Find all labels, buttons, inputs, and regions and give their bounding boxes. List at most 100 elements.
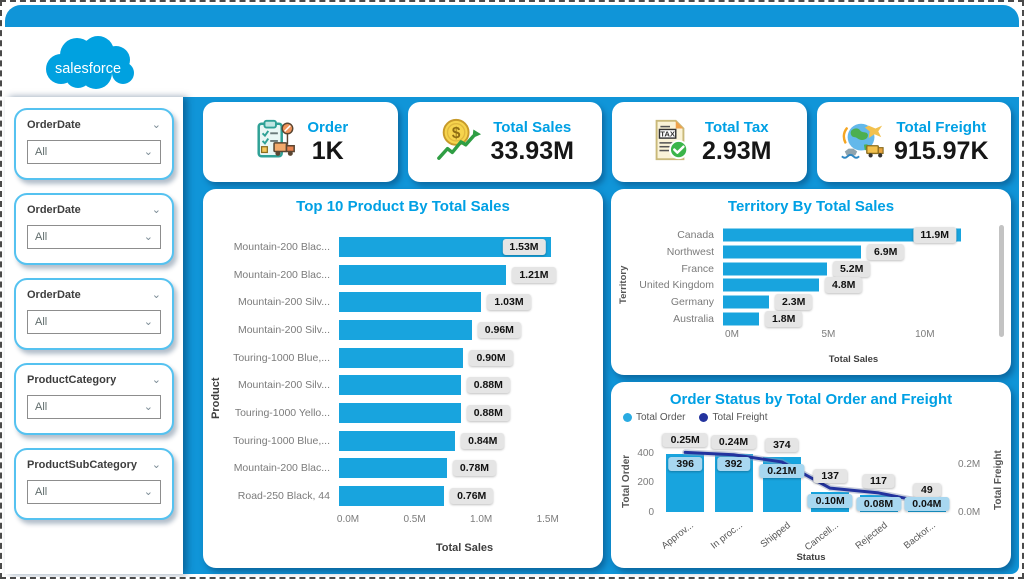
filter-card-orderdate-1: OrderDate ⌄ All ⌄ — [14, 193, 174, 265]
data-label: 0.24M — [710, 435, 757, 450]
chevron-down-icon[interactable]: ⌄ — [151, 374, 161, 386]
value-label: 0.88M — [466, 405, 510, 422]
filter-value: All — [35, 486, 48, 498]
order-clipboard-truck-icon — [252, 117, 298, 168]
chart-legend: Total Order Total Freight — [623, 412, 768, 423]
category-label: Mountain-200 Silv... — [237, 323, 330, 336]
chevron-down-icon[interactable]: ⌄ — [151, 459, 161, 471]
kpi-title: Total Tax — [704, 118, 769, 136]
kpi-value: 33.93M — [490, 136, 574, 165]
bar[interactable] — [339, 375, 461, 396]
value-label: 0.90M — [469, 349, 513, 366]
top-accent-bar — [5, 5, 1019, 27]
data-label: 0.25M — [662, 433, 708, 448]
left-axis-tick: 400 — [637, 447, 654, 459]
bar-row: Australia 1.8M — [623, 310, 975, 327]
bar-row: Touring-1000 Blue,... 0.90M — [217, 344, 581, 372]
category-label: Mountain-200 Blac... — [233, 268, 330, 281]
chevron-down-icon[interactable]: ⌄ — [151, 119, 161, 131]
bar[interactable] — [723, 312, 759, 326]
value-label: 1.8M — [765, 310, 803, 327]
category-label: Touring-1000 Yello... — [234, 407, 330, 420]
right-axis-tick: 0.0M — [958, 507, 981, 518]
category-label: Northwest — [666, 246, 714, 258]
kpi-card-total-sales: $ Total Sales 33.93M — [407, 102, 602, 182]
bar-row: Touring-1000 Blue,... 0.84M — [217, 427, 581, 455]
bar-row: Germany 2.3M — [623, 294, 975, 311]
bar[interactable] — [339, 403, 461, 424]
filter-card-productcategory-3: ProductCategory ⌄ All ⌄ — [14, 363, 174, 435]
bar[interactable] — [339, 458, 447, 479]
filter-value: All — [35, 146, 48, 158]
category-label: Road-250 Black, 44 — [237, 490, 330, 503]
kpi-card-total-tax: TAX Total Tax 2.93M — [612, 102, 807, 182]
kpi-value: 2.93M — [702, 136, 772, 165]
y-axis-title: Territory — [618, 265, 629, 304]
filter-dropdown[interactable]: All ⌄ — [27, 140, 161, 164]
combo-plot: 0.25M 396 Approv... 0.24M 392 In proc... 374 0.… — [637, 433, 980, 553]
filter-dropdown[interactable]: All ⌄ — [27, 310, 161, 334]
chevron-down-icon: ⌄ — [143, 486, 153, 498]
filter-dropdown[interactable]: All ⌄ — [27, 395, 161, 419]
chevron-down-icon: ⌄ — [143, 146, 153, 158]
legend-label: Total Order — [636, 412, 686, 423]
kpi-title: Total Sales — [493, 118, 572, 136]
data-label: 0.04M — [904, 497, 950, 511]
data-label: 374 — [765, 437, 799, 452]
value-label: 2.3M — [775, 294, 813, 311]
value-label: 0.78M — [452, 460, 497, 477]
bar-row: Mountain-200 Blac... 1.21M — [217, 261, 581, 289]
bar-row: Touring-1000 Yello... 0.88M — [217, 399, 581, 427]
bar[interactable] — [723, 262, 827, 276]
left-axis-title: Total Order — [621, 454, 632, 508]
bar[interactable] — [339, 236, 551, 257]
bar[interactable] — [339, 347, 464, 368]
main-area: Order 1K $ Total Sales 33.93M TAX Total … — [183, 97, 1019, 574]
value-label: 5.2M — [833, 260, 871, 277]
filter-dropdown[interactable]: All ⌄ — [27, 480, 161, 504]
category-label: Germany — [670, 296, 714, 309]
salesforce-logo: salesforce — [46, 36, 134, 89]
value-label: 1.21M — [512, 266, 556, 283]
filter-dropdown[interactable]: All ⌄ — [27, 225, 161, 249]
filter-value: All — [35, 401, 48, 413]
bar[interactable] — [723, 245, 861, 259]
x-axis-title: Total Sales — [828, 354, 879, 365]
filter-label: ProductCategory — [27, 374, 117, 386]
x-tick-label: 0.0M — [336, 514, 360, 525]
legend-dot-icon — [623, 413, 632, 422]
filter-label: ProductSubCategory — [27, 459, 138, 471]
chevron-down-icon: ⌄ — [143, 401, 153, 413]
globe-shipping-icon — [839, 117, 885, 168]
value-label: 0.96M — [477, 321, 521, 338]
kpi-row: Order 1K $ Total Sales 33.93M TAX Total … — [203, 102, 1011, 182]
category-label: Touring-1000 Blue,... — [233, 434, 330, 447]
bar[interactable] — [339, 264, 507, 285]
category-label: Mountain-200 Silv... — [237, 379, 330, 392]
x-tick-label: 1.5M — [536, 514, 559, 525]
legend-item-total-order[interactable]: Total Order — [623, 412, 685, 423]
value-label: 1.53M — [502, 238, 546, 255]
bar-row: Mountain-200 Blac... 1.53M — [217, 233, 581, 261]
x-tick-label: 0M — [725, 329, 739, 340]
chart-scrollbar[interactable] — [999, 225, 1004, 337]
value-label: 6.9M — [867, 244, 905, 260]
bar[interactable] — [723, 228, 961, 242]
bar[interactable] — [339, 486, 445, 507]
bar-row: Mountain-200 Silv... 0.96M — [217, 316, 581, 344]
bar[interactable] — [339, 292, 482, 313]
bar[interactable] — [723, 278, 819, 292]
chevron-down-icon[interactable]: ⌄ — [151, 289, 161, 301]
bar[interactable] — [723, 295, 769, 309]
legend-item-total-freight[interactable]: Total Freight — [699, 412, 768, 423]
x-tick-label: 5M — [821, 329, 836, 340]
bar[interactable] — [339, 430, 456, 451]
bar-row: Mountain-200 Blac... 0.78M — [217, 455, 581, 483]
kpi-card-order: Order 1K — [203, 102, 398, 182]
bar-row: Canada 11.9M — [623, 227, 975, 244]
chart-title: Top 10 Product By Total Sales — [296, 198, 510, 215]
filter-value: All — [35, 231, 48, 243]
chevron-down-icon[interactable]: ⌄ — [151, 204, 161, 216]
bar[interactable] — [339, 319, 472, 340]
data-label: 0.10M — [807, 493, 853, 508]
